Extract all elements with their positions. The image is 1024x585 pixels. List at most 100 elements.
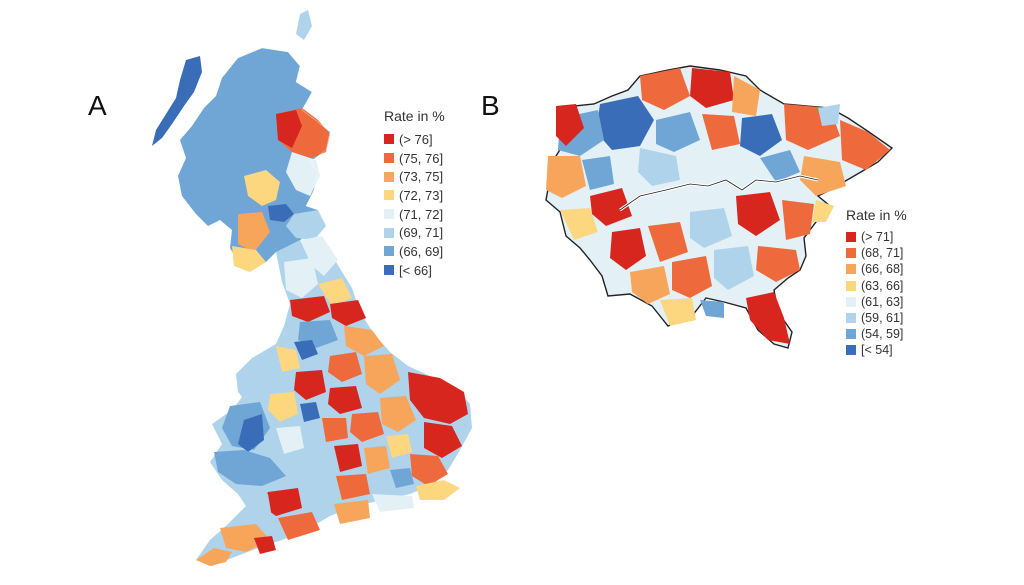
legend-a-item-7: [< 66] <box>384 261 445 280</box>
uk-region-tayside <box>286 152 320 196</box>
london-area-w5 <box>560 208 598 240</box>
uk-region-northants <box>350 412 384 442</box>
london-area-n1 <box>640 68 690 110</box>
legend-swatch <box>384 190 394 201</box>
uk-region-lincs <box>364 354 400 394</box>
uk-region-suffolk <box>424 422 462 458</box>
legend-label: (59, 61] <box>861 311 904 326</box>
uk-region-lancs <box>290 296 330 322</box>
legend-label: (73, 75] <box>399 169 444 185</box>
legend-b-item-7: [< 54] <box>846 342 907 358</box>
london-area-w1 <box>556 104 584 146</box>
london-area-n5 <box>702 114 740 150</box>
uk-region-herts <box>364 446 390 474</box>
uk-region-essex <box>410 454 448 486</box>
uk-region-lanark <box>238 212 270 252</box>
legend-swatch <box>846 264 856 275</box>
london-area-e3 <box>840 120 890 170</box>
legend-swatch <box>384 265 394 276</box>
london-area-w3 <box>582 156 614 190</box>
legend-b-item-6: (54, 59] <box>846 326 907 342</box>
uk-region-wales-s <box>214 450 286 486</box>
uk-region-cambs <box>380 396 416 432</box>
panel-label-b: B <box>481 90 500 121</box>
legend-swatch <box>384 134 394 145</box>
legend-label: (> 76] <box>399 131 433 147</box>
uk-region-wales-w <box>238 414 264 452</box>
london-area-s2 <box>648 222 688 262</box>
legend-swatch <box>846 232 856 243</box>
uk-region-dumfries <box>232 246 266 272</box>
london-area-e1 <box>740 114 782 156</box>
london-area-w4 <box>590 188 632 226</box>
uk-region-cheshire <box>276 346 300 372</box>
london-map <box>545 65 894 349</box>
london-area-s6 <box>812 200 834 222</box>
legend-label: [< 66] <box>399 262 432 278</box>
legend-label: (75, 76] <box>399 150 444 166</box>
london-area-c2 <box>682 152 722 184</box>
london-area-e4 <box>760 150 800 182</box>
uk-region-manchester <box>294 340 318 360</box>
legend-b: Rate in % (> 71] (68, 71] (66, 68] (63, … <box>846 207 907 359</box>
legend-label: (72, 73] <box>399 187 444 203</box>
legend-label: (63, 66] <box>861 278 904 293</box>
uk-region-staffs <box>294 370 326 400</box>
uk-map <box>152 10 472 566</box>
legend-b-item-4: (61, 63] <box>846 294 907 310</box>
london-area-s9 <box>714 246 754 290</box>
legend-label: (69, 71] <box>399 225 444 241</box>
london-area-w2 <box>546 156 586 198</box>
london-area-s12 <box>746 292 790 344</box>
legend-swatch <box>384 227 394 238</box>
london-area-s4 <box>736 192 780 236</box>
london-area-s11 <box>660 298 696 326</box>
legend-swatch <box>846 313 856 324</box>
legend-swatch <box>384 171 394 182</box>
london-area-s7 <box>630 266 670 304</box>
panel-label-a: A <box>88 90 107 121</box>
legend-a-item-1: (75, 76] <box>384 149 445 168</box>
legend-label: (> 71] <box>861 230 894 245</box>
uk-region-sussex <box>372 494 414 512</box>
london-area-s3 <box>690 208 732 248</box>
legend-swatch <box>384 209 394 220</box>
legend-label: (66, 68] <box>861 262 904 277</box>
legend-b-item-2: (66, 68] <box>846 261 907 277</box>
london-area-s10 <box>756 246 800 282</box>
legend-b-item-1: (68, 71] <box>846 245 907 261</box>
uk-region-norfolk <box>408 372 468 424</box>
legend-a: Rate in % (> 76] (75, 76] (73, 75] (72, … <box>384 108 445 280</box>
uk-region-dorset <box>278 512 320 540</box>
uk-region-yorks-n <box>330 300 366 326</box>
legend-a-item-4: (71, 72] <box>384 205 445 224</box>
london-area-e5 <box>800 156 846 196</box>
london-area-nw1 <box>596 96 654 150</box>
uk-region-beds <box>386 434 412 458</box>
legend-a-item-6: (66, 69] <box>384 242 445 261</box>
legend-label: (68, 71] <box>861 246 904 261</box>
london-area-n3 <box>732 76 760 116</box>
legend-a-item-3: (72, 73] <box>384 186 445 205</box>
uk-region-shrops <box>268 392 298 422</box>
legend-a-title: Rate in % <box>384 108 445 124</box>
legend-label: (71, 72] <box>399 206 444 222</box>
uk-region-glos <box>300 448 330 478</box>
uk-region-borders <box>286 210 326 240</box>
uk-region-glasgow <box>268 204 294 222</box>
uk-region-notts <box>328 352 362 382</box>
legend-swatch <box>846 345 856 356</box>
uk-region-bristol <box>262 488 302 516</box>
legend-a-item-2: (73, 75] <box>384 167 445 186</box>
uk-region-wilts <box>300 480 336 506</box>
uk-region-fife <box>244 170 280 206</box>
legend-b-item-3: (63, 66] <box>846 278 907 294</box>
uk-region-kent <box>416 480 460 500</box>
uk-region-herefs <box>276 426 304 454</box>
uk-region-somerset <box>244 494 272 526</box>
legend-b-item-5: (59, 61] <box>846 310 907 326</box>
uk-region-warwick <box>322 418 348 442</box>
legend-swatch <box>846 280 856 291</box>
london-area-e6 <box>818 104 840 126</box>
